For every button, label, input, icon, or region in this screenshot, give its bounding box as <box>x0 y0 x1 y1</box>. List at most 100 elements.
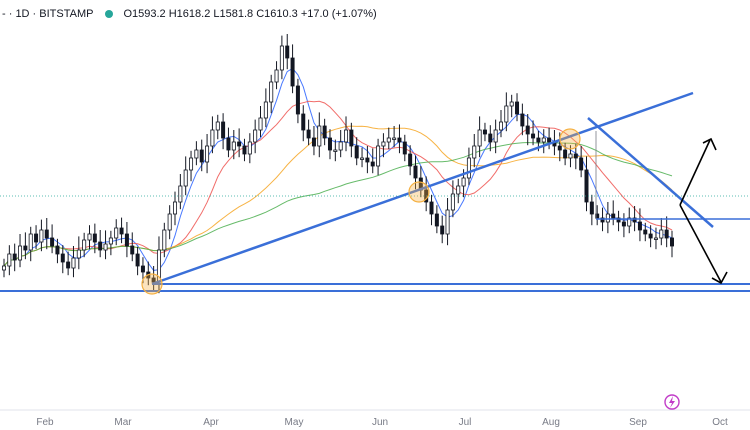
candle <box>338 130 343 158</box>
candle <box>450 180 455 218</box>
candle <box>301 105 306 142</box>
candle <box>173 191 178 226</box>
up-arrow <box>679 139 711 206</box>
candle <box>605 202 610 234</box>
x-tick-label: Apr <box>203 417 219 428</box>
candle <box>194 141 199 166</box>
candle <box>60 245 65 274</box>
candle <box>39 219 44 252</box>
candle <box>616 210 621 232</box>
candle <box>408 145 413 176</box>
x-tick-label: Feb <box>36 417 54 428</box>
candle <box>493 119 498 154</box>
candle <box>162 222 167 258</box>
candle <box>253 119 258 154</box>
candle <box>18 234 23 268</box>
support-circle-marker <box>408 181 430 203</box>
candle <box>130 232 135 262</box>
candle <box>541 129 546 154</box>
candle <box>242 138 247 162</box>
down-arrow <box>679 204 722 283</box>
candle <box>472 134 477 168</box>
candle <box>515 93 520 122</box>
ma-mid-line <box>3 100 673 267</box>
candle <box>327 129 332 160</box>
ma-fast-line <box>3 67 673 271</box>
candle <box>71 246 76 278</box>
candle <box>333 139 338 162</box>
candle <box>167 205 172 240</box>
candle <box>98 230 103 258</box>
candle <box>221 113 226 150</box>
candle <box>311 126 316 156</box>
candle <box>520 103 525 136</box>
candle <box>360 147 365 168</box>
candle <box>344 116 349 152</box>
x-tick-label: Jun <box>372 417 388 428</box>
candle <box>317 112 322 158</box>
candle <box>643 222 648 242</box>
candle <box>621 213 626 238</box>
candle <box>386 127 391 150</box>
support-circle-marker <box>141 273 163 295</box>
candle <box>637 208 642 242</box>
candle <box>429 194 434 226</box>
candle <box>103 230 108 260</box>
candle <box>434 205 439 234</box>
candle <box>76 236 81 270</box>
candle <box>87 225 92 250</box>
candle <box>365 146 370 174</box>
candle <box>237 128 242 158</box>
x-tick-label: Jul <box>459 417 472 428</box>
candle <box>653 227 658 250</box>
candle <box>55 238 60 264</box>
candle <box>231 130 236 160</box>
candle <box>595 205 600 226</box>
lightning-icon[interactable] <box>664 394 680 410</box>
x-tick-label: Mar <box>114 417 132 428</box>
candle <box>531 120 536 146</box>
candle <box>509 94 514 118</box>
candlesticks <box>2 34 675 294</box>
candle <box>306 119 311 146</box>
candle <box>189 150 194 182</box>
candle <box>322 118 327 146</box>
candle <box>44 218 49 250</box>
drawings-layer <box>0 91 750 295</box>
symbol-label[interactable]: - · 1D · BITSTAMP <box>2 8 94 20</box>
candle <box>648 225 653 248</box>
candle <box>466 147 471 186</box>
candle <box>498 110 503 138</box>
falling-trendline[interactable] <box>587 117 714 228</box>
candle <box>504 92 509 132</box>
candle <box>611 200 616 226</box>
candle <box>66 251 71 276</box>
candle <box>263 88 268 128</box>
candle <box>274 61 279 90</box>
candle <box>279 35 284 80</box>
candle <box>584 156 589 212</box>
candle <box>135 246 140 276</box>
rising-trendline[interactable] <box>151 91 694 286</box>
candle <box>226 127 231 158</box>
candle <box>247 133 252 164</box>
candle <box>28 226 33 262</box>
candle <box>210 116 215 154</box>
x-tick-label: Oct <box>712 417 728 428</box>
candle <box>34 225 39 250</box>
candle <box>445 198 450 246</box>
x-axis: Feb Mar Apr May Jun Jul Aug Sep Oct <box>0 409 750 428</box>
candle <box>664 216 669 248</box>
candle <box>482 122 487 142</box>
candle <box>295 78 300 124</box>
candle <box>199 139 204 172</box>
candle <box>92 223 97 254</box>
candle <box>108 230 113 256</box>
candle <box>589 194 594 226</box>
candle <box>440 215 445 244</box>
support-circle-marker <box>559 128 581 150</box>
candle <box>178 174 183 210</box>
candle <box>627 207 632 234</box>
candle <box>547 127 552 150</box>
